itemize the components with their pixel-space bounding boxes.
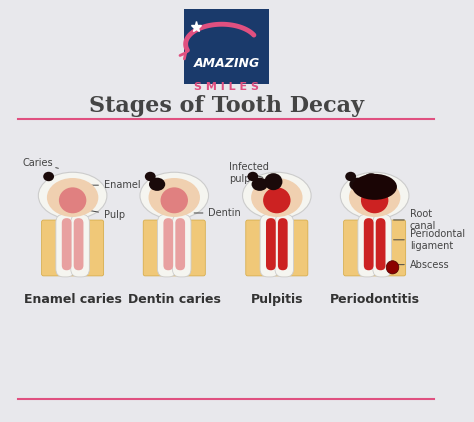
FancyBboxPatch shape: [157, 214, 176, 277]
Ellipse shape: [263, 187, 291, 213]
Text: S M I L E S: S M I L E S: [194, 82, 259, 92]
FancyBboxPatch shape: [275, 214, 293, 277]
Ellipse shape: [264, 173, 283, 190]
FancyBboxPatch shape: [184, 9, 269, 84]
Ellipse shape: [252, 178, 268, 191]
Ellipse shape: [47, 178, 98, 217]
Ellipse shape: [145, 172, 155, 181]
Ellipse shape: [340, 172, 409, 219]
FancyBboxPatch shape: [73, 218, 83, 270]
Text: Periodontal
ligament: Periodontal ligament: [393, 229, 465, 251]
Text: Infected
pulp: Infected pulp: [229, 162, 269, 184]
Text: Dentin: Dentin: [194, 208, 241, 218]
Ellipse shape: [149, 178, 165, 191]
FancyBboxPatch shape: [373, 214, 392, 277]
FancyBboxPatch shape: [278, 218, 288, 270]
FancyBboxPatch shape: [260, 214, 279, 277]
FancyBboxPatch shape: [175, 218, 185, 270]
Text: Abscess: Abscess: [393, 260, 449, 270]
Ellipse shape: [352, 174, 397, 200]
Ellipse shape: [349, 178, 401, 217]
FancyBboxPatch shape: [173, 214, 191, 277]
FancyBboxPatch shape: [364, 218, 374, 270]
Ellipse shape: [161, 187, 188, 213]
FancyBboxPatch shape: [344, 220, 406, 276]
Ellipse shape: [362, 173, 380, 190]
Ellipse shape: [148, 178, 200, 217]
FancyBboxPatch shape: [266, 218, 276, 270]
Ellipse shape: [349, 178, 365, 191]
Text: Stages of Tooth Decay: Stages of Tooth Decay: [89, 95, 364, 117]
FancyBboxPatch shape: [246, 220, 308, 276]
Ellipse shape: [243, 172, 311, 219]
Ellipse shape: [140, 172, 209, 219]
Text: Enamel caries: Enamel caries: [24, 292, 121, 306]
FancyBboxPatch shape: [358, 214, 376, 277]
Ellipse shape: [361, 187, 388, 213]
Ellipse shape: [59, 187, 86, 213]
Ellipse shape: [345, 172, 356, 181]
FancyBboxPatch shape: [376, 218, 385, 270]
Ellipse shape: [247, 172, 258, 181]
FancyBboxPatch shape: [42, 220, 104, 276]
Ellipse shape: [251, 178, 302, 217]
Text: Pulpitis: Pulpitis: [251, 292, 303, 306]
FancyBboxPatch shape: [56, 214, 74, 277]
Circle shape: [386, 261, 399, 274]
Ellipse shape: [43, 172, 54, 181]
Text: Pulp: Pulp: [78, 208, 125, 220]
Ellipse shape: [38, 172, 107, 219]
Text: AMAZING: AMAZING: [193, 57, 260, 70]
FancyBboxPatch shape: [62, 218, 72, 270]
Text: Caries: Caries: [22, 158, 58, 168]
FancyBboxPatch shape: [71, 214, 90, 277]
FancyBboxPatch shape: [143, 220, 205, 276]
Text: Periodontitis: Periodontitis: [329, 292, 419, 306]
Text: Enamel: Enamel: [88, 180, 141, 190]
Text: Dentin caries: Dentin caries: [128, 292, 221, 306]
Text: Root
canal: Root canal: [393, 209, 436, 231]
FancyBboxPatch shape: [164, 218, 173, 270]
